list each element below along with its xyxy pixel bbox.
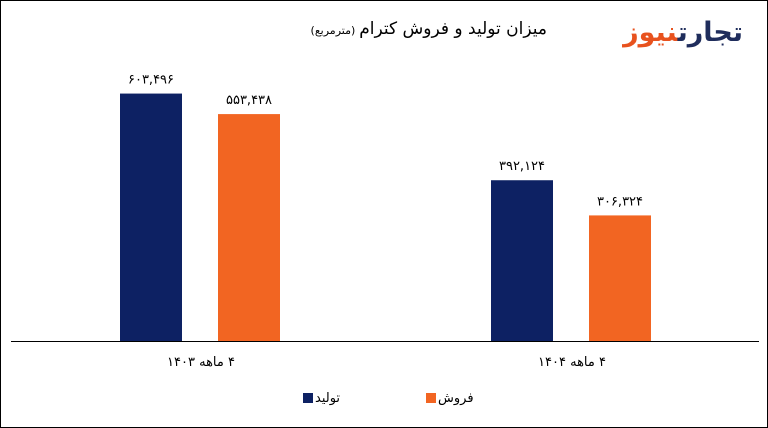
- data-label: ۳۹۲,۱۲۴: [499, 159, 545, 174]
- logo-part-2: نیوز: [623, 17, 678, 48]
- x-tick-label: ۴ ماهه ۱۴۰۳: [167, 355, 235, 370]
- x-tick-label: ۴ ماهه ۱۴۰۴: [538, 355, 606, 370]
- data-label: ۵۵۳,۴۳۸: [226, 93, 272, 108]
- bar-sales-2: [589, 215, 651, 341]
- legend-swatch-sales: [426, 393, 436, 403]
- logo-part-1: تجارت: [677, 17, 743, 48]
- chart-title: میزان تولید و فروش کترام: [359, 19, 547, 39]
- chart-subtitle: (مترمربع): [310, 24, 356, 37]
- data-label: ۶۰۳,۴۹۶: [128, 73, 174, 88]
- data-label: ۳۰۶,۳۲۴: [597, 194, 643, 209]
- bar-production-1: [120, 93, 182, 341]
- site-logo: تجارتنیوز: [623, 15, 743, 51]
- legend-label-production: تولید: [315, 391, 340, 406]
- legend-swatch-production: [303, 393, 313, 403]
- chart-title-block: میزان تولید و فروش کترام(مترمربع): [311, 19, 547, 39]
- bar-production-2: [491, 180, 553, 341]
- legend-label-sales: فروش: [438, 391, 474, 406]
- bar-sales-1: [218, 114, 280, 341]
